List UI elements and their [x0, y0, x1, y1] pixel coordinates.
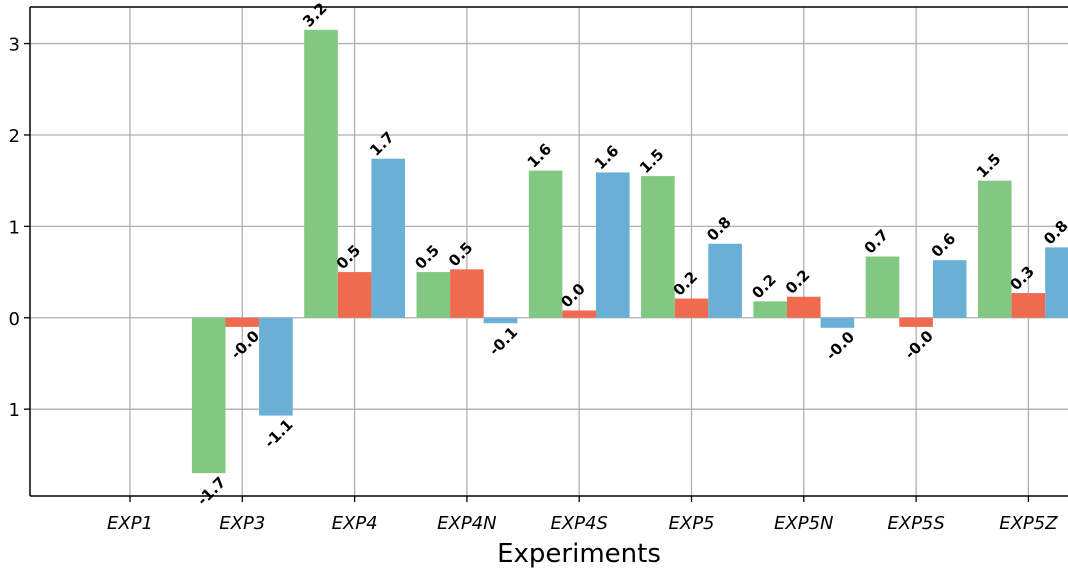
bar-value-label: 0.2 — [782, 266, 814, 298]
bar-value-label: 0.8 — [703, 213, 735, 245]
axes: 3 2 1 0 1 EXP1 EXP3 EXP4 EXP4N EXP4S EXP5 EXP5N EXP5… — [9, 6, 1068, 534]
bar-value-label: 1.7 — [366, 128, 398, 160]
bar-value-label: 0.8 — [1040, 217, 1068, 249]
bar-value-label: 1.6 — [591, 142, 623, 174]
bar-value-label: -1.1 — [261, 416, 297, 452]
bar-value-label: 1.6 — [524, 140, 556, 172]
bar — [304, 29, 338, 318]
bar — [483, 317, 518, 324]
bar-value-label: 0.5 — [445, 239, 477, 271]
bar — [708, 243, 742, 318]
grid — [30, 7, 1068, 496]
bar-value-label: 3.2 — [299, 0, 331, 31]
bar — [191, 317, 226, 474]
bar — [978, 180, 1012, 318]
y-tick-label: 1 — [9, 400, 20, 421]
y-tick-label: 0 — [9, 309, 20, 330]
bar-value-label: -0.0 — [227, 327, 263, 363]
x-tick-label: EXP5Z — [999, 513, 1058, 534]
bar — [899, 317, 933, 327]
bar — [450, 269, 484, 318]
bar-value-label: 1.5 — [636, 145, 668, 177]
x-tick-label: EXP5S — [887, 513, 944, 534]
bar — [1045, 247, 1068, 318]
y-tick-label: 1 — [9, 217, 20, 238]
bar — [820, 317, 855, 328]
x-tick-label: EXP5N — [774, 513, 833, 534]
bar-value-label: -0.1 — [485, 323, 521, 359]
bar — [225, 317, 260, 327]
bar — [787, 296, 821, 318]
x-tick-label: EXP4N — [437, 513, 496, 534]
bar — [528, 170, 563, 318]
bar — [416, 272, 451, 318]
bar — [259, 317, 293, 416]
bar — [865, 256, 900, 318]
x-tick-label: EXP1 — [107, 513, 153, 534]
x-tick-label: EXP4 — [332, 513, 378, 534]
bar-value-label: 0.2 — [748, 271, 780, 303]
bar-value-label: -1.7 — [194, 473, 230, 509]
y-tick-label: 2 — [9, 126, 20, 147]
bars — [191, 29, 1068, 474]
bar — [371, 158, 405, 318]
bar — [337, 272, 372, 318]
bar — [932, 260, 967, 318]
x-tick-label: EXP4S — [550, 513, 607, 534]
bar-value-label: 1.5 — [973, 150, 1005, 182]
y-tick-label: 3 — [9, 35, 20, 56]
x-axis-title: Experiments — [497, 539, 661, 569]
bar — [596, 172, 630, 318]
bar — [562, 310, 596, 318]
bar-value-label: -0.0 — [822, 328, 858, 364]
bar — [1011, 293, 1046, 318]
bar-value-label: 0.5 — [411, 241, 443, 273]
x-tick-label: EXP5 — [668, 513, 714, 534]
bar-value-label: 0.7 — [861, 226, 893, 258]
x-tick-label: EXP3 — [219, 513, 265, 534]
bar-value-label: -0.0 — [901, 327, 937, 363]
bar — [753, 301, 787, 318]
bar — [674, 298, 709, 318]
bar — [641, 176, 675, 318]
bar-value-label: 0.6 — [928, 229, 960, 261]
